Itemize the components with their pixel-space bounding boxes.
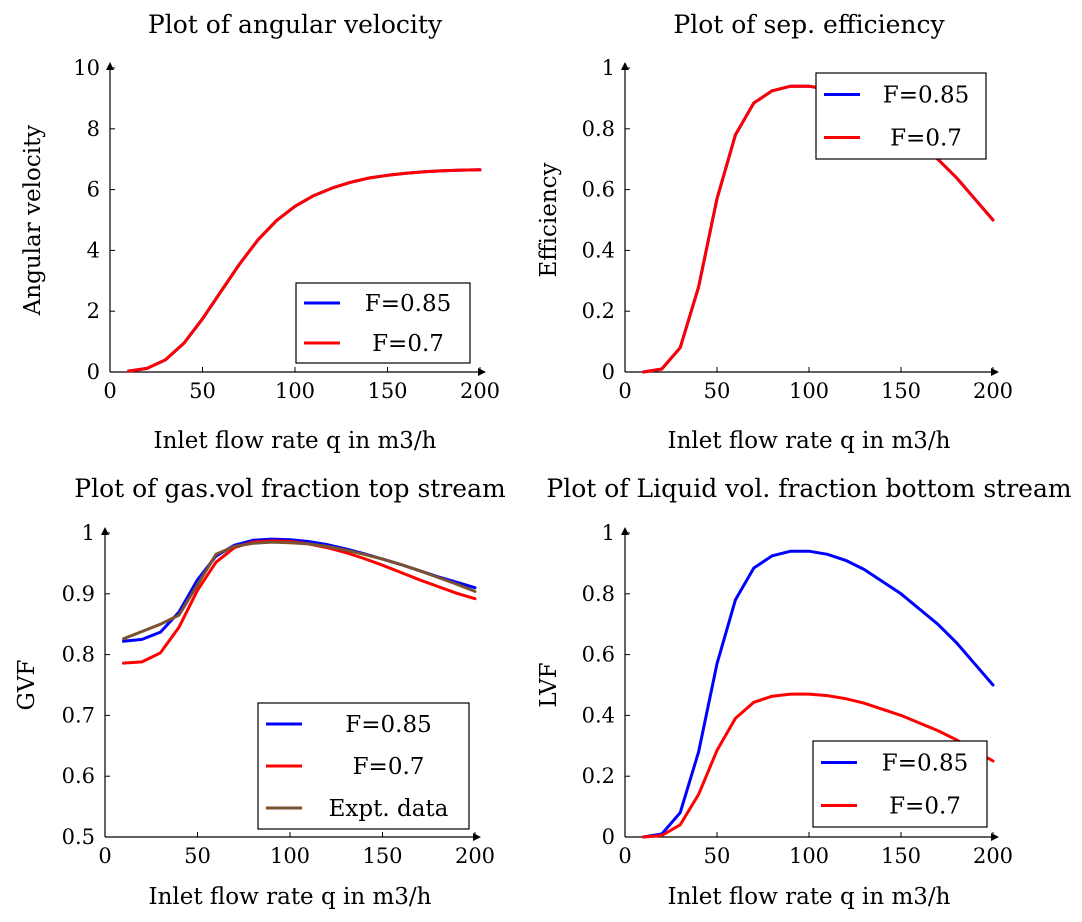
x-axis-label: Inlet flow rate q in m3/h <box>668 884 951 910</box>
legend-label: F=0.85 <box>883 83 969 109</box>
series-line <box>124 542 476 639</box>
y-tick-label: 0 <box>602 360 615 384</box>
legend-label: F=0.85 <box>345 712 431 738</box>
y-tick-label: 10 <box>73 56 100 80</box>
x-tick-label: 50 <box>704 379 731 403</box>
y-tick-label: 0.2 <box>582 299 615 323</box>
y-axis-label: Angular velocity <box>20 125 46 317</box>
x-tick-label: 50 <box>704 844 731 868</box>
y-tick-label: 0.6 <box>582 643 615 667</box>
x-tick-label: 150 <box>881 379 921 403</box>
y-tick-label: 0.5 <box>62 825 95 849</box>
y-tick-label: 0.4 <box>582 703 615 727</box>
x-axis-label: Inlet flow rate q in m3/h <box>149 884 432 910</box>
y-tick-label: 0.7 <box>62 703 95 727</box>
x-tick-label: 100 <box>270 844 310 868</box>
y-axis-label: LVF <box>536 662 562 707</box>
x-tick-label: 200 <box>455 844 495 868</box>
x-tick-label: 150 <box>881 844 921 868</box>
separation-efficiency-plot: Plot of sep. efficiency 0 50 100 150 200 0 0.2 0… <box>536 10 1013 454</box>
y-tick-label: 0.6 <box>582 178 615 202</box>
legend-label: F=0.7 <box>353 754 425 780</box>
legend-label: Expt. data <box>329 796 449 822</box>
y-tick-label: 0 <box>87 360 100 384</box>
x-axis-arrow <box>991 368 999 376</box>
x-tick-label: 150 <box>367 379 407 403</box>
legend-label: F=0.7 <box>372 331 444 357</box>
y-axis-arrow <box>106 62 114 70</box>
series-line <box>124 539 476 641</box>
x-tick-label: 0 <box>98 844 111 868</box>
x-tick-label: 150 <box>362 844 402 868</box>
y-tick-label: 0.8 <box>582 582 615 606</box>
y-axis-arrow <box>621 62 629 70</box>
series-line <box>124 541 476 663</box>
angular-velocity-plot: Plot of angular velocity 0 50 100 150 200 0 2 4 6… <box>20 10 500 454</box>
x-axis-arrow <box>473 833 481 841</box>
legend-label: F=0.85 <box>365 291 451 317</box>
x-tick-label: 100 <box>789 844 829 868</box>
chart-title: Plot of angular velocity <box>148 10 443 39</box>
y-tick-label: 0.6 <box>62 764 95 788</box>
chart-title: Plot of Liquid vol. fraction bottom stre… <box>546 474 1071 503</box>
y-tick-label: 0.8 <box>582 117 615 141</box>
y-axis-label: GVF <box>14 660 40 711</box>
x-tick-label: 100 <box>789 379 829 403</box>
chart-title: Plot of gas.vol fraction top stream <box>74 474 506 503</box>
y-tick-label: 0.8 <box>62 643 95 667</box>
legend-label: F=0.85 <box>882 751 968 777</box>
y-tick-label: 2 <box>87 299 100 323</box>
x-tick-label: 50 <box>184 844 211 868</box>
x-tick-label: 100 <box>275 379 315 403</box>
x-tick-label: 0 <box>103 379 116 403</box>
y-tick-label: 0.2 <box>582 764 615 788</box>
y-tick-label: 8 <box>87 117 100 141</box>
chart-title: Plot of sep. efficiency <box>673 10 945 39</box>
y-tick-label: 1 <box>602 56 615 80</box>
liquid-volume-fraction-plot: Plot of Liquid vol. fraction bottom stre… <box>536 474 1072 910</box>
x-tick-label: 0 <box>618 844 631 868</box>
y-tick-label: 1 <box>82 521 95 545</box>
x-axis-arrow <box>478 368 486 376</box>
y-tick-label: 0.9 <box>62 582 95 606</box>
x-axis-arrow <box>991 833 999 841</box>
y-axis-label: Efficiency <box>536 162 562 277</box>
legend-label: F=0.7 <box>889 794 961 820</box>
legend-label: F=0.7 <box>890 126 962 152</box>
y-tick-label: 6 <box>87 178 100 202</box>
x-axis-label: Inlet flow rate q in m3/h <box>668 428 951 454</box>
y-tick-label: 1 <box>602 521 615 545</box>
y-tick-label: 0.4 <box>582 238 615 262</box>
y-axis-arrow <box>621 527 629 535</box>
x-axis-label: Inlet flow rate q in m3/h <box>154 428 437 454</box>
x-tick-label: 200 <box>460 379 500 403</box>
x-tick-label: 200 <box>973 844 1013 868</box>
y-axis-arrow <box>101 527 109 535</box>
x-tick-label: 50 <box>189 379 216 403</box>
y-tick-label: 4 <box>87 238 100 262</box>
x-tick-label: 0 <box>618 379 631 403</box>
y-tick-label: 0 <box>602 825 615 849</box>
x-tick-label: 200 <box>973 379 1013 403</box>
